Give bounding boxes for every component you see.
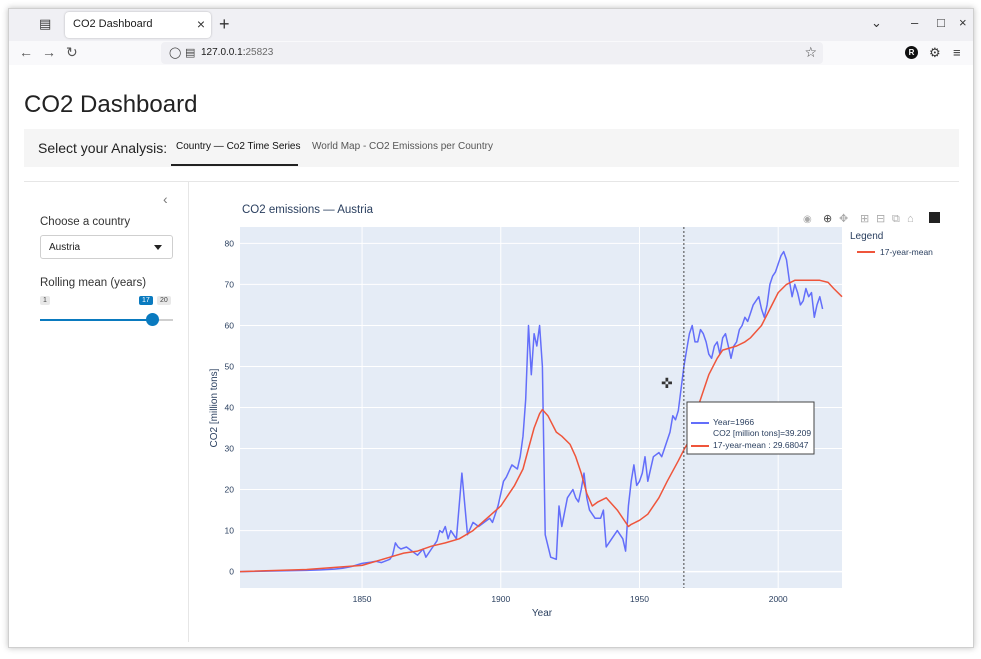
browser-tab[interactable]: CO2 Dashboard × <box>65 12 211 38</box>
y-tick-label: 30 <box>225 444 235 454</box>
active-tab-underline <box>171 164 298 166</box>
hover-tooltip: 1966 Year=1966 CO2 [million tons]=39.209… <box>686 401 815 455</box>
rolling-slider[interactable] <box>40 313 173 326</box>
y-tick-label: 10 <box>225 526 235 536</box>
plotly-logo-icon[interactable] <box>929 212 940 223</box>
page-icon: ▤ <box>185 47 196 59</box>
plus-icon[interactable]: + <box>219 14 230 34</box>
address-bar[interactable]: ◯ ▤ 127.0.0.1:25823 ☆ <box>161 42 823 64</box>
url-host: 127.0.0.1: <box>201 47 246 58</box>
y-tick-label: 70 <box>225 279 235 289</box>
slider-max-label: 20 <box>157 296 171 305</box>
y-tick-label: 60 <box>225 320 235 330</box>
tab-world-map[interactable]: World Map - CO2 Emissions per Country <box>312 141 493 152</box>
modebar: ◉ ⊕ ✥ ⊞ ⊟ ⧉ ⌂ <box>803 212 940 225</box>
y-axis-label: CO2 [million tons] <box>209 368 220 447</box>
slider-value-label: 17 <box>139 296 153 305</box>
url-port: 25823 <box>245 47 274 58</box>
back-icon[interactable]: ← <box>19 44 33 60</box>
y-tick-label: 20 <box>225 485 235 495</box>
y-tick-label: 40 <box>225 403 235 413</box>
rolling-label: Rolling mean (years) <box>40 277 147 289</box>
series-line-mean <box>239 279 843 573</box>
minimize-icon[interactable]: – <box>911 15 919 30</box>
legend-item-mean[interactable]: 17-year-mean <box>880 247 933 257</box>
reload-icon[interactable]: ↻ <box>66 44 78 60</box>
analysis-label: Select your Analysis: <box>38 140 168 156</box>
star-icon[interactable]: ☆ <box>804 44 817 60</box>
tab-list-icon[interactable]: ▤ <box>39 16 52 31</box>
pan-icon[interactable]: ✥ <box>839 213 848 225</box>
shield-icon[interactable]: ◯ <box>169 47 182 59</box>
co2-chart[interactable]: CO2 emissions — Austria ◉ ⊕ ✥ ⊞ ⊟ ⧉ ⌂ 0 1… <box>190 182 960 642</box>
hover-co2-year: Year=1966 <box>713 417 754 427</box>
slider-handle[interactable] <box>146 313 159 326</box>
camera-icon[interactable]: ◉ <box>803 214 812 225</box>
y-tick-label: 0 <box>229 567 234 577</box>
hover-co2-value: CO2 [million tons]=39.209 <box>713 428 811 438</box>
y-axis: 0 10 20 30 40 50 60 70 80 <box>225 238 235 576</box>
browser-window: ▤ CO2 Dashboard × + ⌄ – □ × ← → ↻ ◯ ▤ 12… <box>8 8 974 648</box>
home-icon[interactable]: ⌂ <box>907 213 914 225</box>
page-title: CO2 Dashboard <box>24 91 198 118</box>
page-content: CO2 Dashboard Select your Analysis: Coun… <box>9 65 973 647</box>
divider <box>24 181 959 182</box>
crosshair-cursor-icon: ✜ <box>661 375 673 391</box>
legend-title: Legend <box>850 231 883 242</box>
slider-fill <box>40 319 152 321</box>
y-tick-label: 80 <box>225 238 235 248</box>
zoom-out-icon[interactable]: ⊟ <box>876 213 885 225</box>
url-text[interactable]: 127.0.0.1:25823 <box>201 47 273 58</box>
maximize-icon[interactable]: □ <box>937 15 945 30</box>
chevron-down-icon[interactable]: ⌄ <box>871 15 882 30</box>
chart-container: CO2 emissions — Austria ◉ ⊕ ✥ ⊞ ⊟ ⧉ ⌂ 0 1… <box>190 182 960 642</box>
autoscale-icon[interactable]: ⧉ <box>892 213 900 225</box>
country-select[interactable]: Austria <box>40 235 173 259</box>
analysis-bar: Select your Analysis: Country — Co2 Time… <box>24 129 959 167</box>
close-icon[interactable]: × <box>196 16 205 32</box>
extensions-icon[interactable]: ⚙ <box>929 45 941 60</box>
y-tick-label: 50 <box>225 361 235 371</box>
country-select-value: Austria <box>49 242 81 253</box>
tab-country-time-series[interactable]: Country — Co2 Time Series <box>176 141 301 152</box>
chevron-left-icon[interactable]: ‹ <box>163 191 168 207</box>
tab-bar: ▤ CO2 Dashboard × + ⌄ – □ × <box>9 9 973 41</box>
chart-title: CO2 emissions — Austria <box>242 204 374 216</box>
x-tick-label: 1950 <box>630 594 649 604</box>
avatar[interactable]: R <box>905 46 918 59</box>
series-line-co2 <box>239 250 824 573</box>
country-label: Choose a country <box>40 216 131 228</box>
forward-icon[interactable]: → <box>42 44 56 60</box>
series-lines <box>239 250 843 573</box>
zoom-in-icon[interactable]: ⊞ <box>860 213 869 225</box>
hover-mean-value: 17-year-mean : 29.68047 <box>713 440 809 450</box>
x-axis-label: Year <box>532 608 553 619</box>
x-tick-label: 2000 <box>769 594 788 604</box>
window-close-icon[interactable]: × <box>959 15 967 30</box>
x-tick-label: 1850 <box>353 594 372 604</box>
zoom-icon[interactable]: ⊕ <box>823 213 832 225</box>
tab-title: CO2 Dashboard <box>73 18 153 30</box>
x-axis: 1850 1900 1950 2000 <box>353 594 788 604</box>
menu-icon[interactable]: ≡ <box>953 45 961 60</box>
caret-down-icon <box>154 245 162 250</box>
slider-min-label: 1 <box>40 296 50 305</box>
x-tick-label: 1900 <box>491 594 510 604</box>
nav-bar: ← → ↻ ◯ ▤ 127.0.0.1:25823 ☆ R ⚙ ≡ <box>9 41 973 65</box>
sidebar: ‹ Choose a country Austria Rolling mean … <box>24 182 189 642</box>
